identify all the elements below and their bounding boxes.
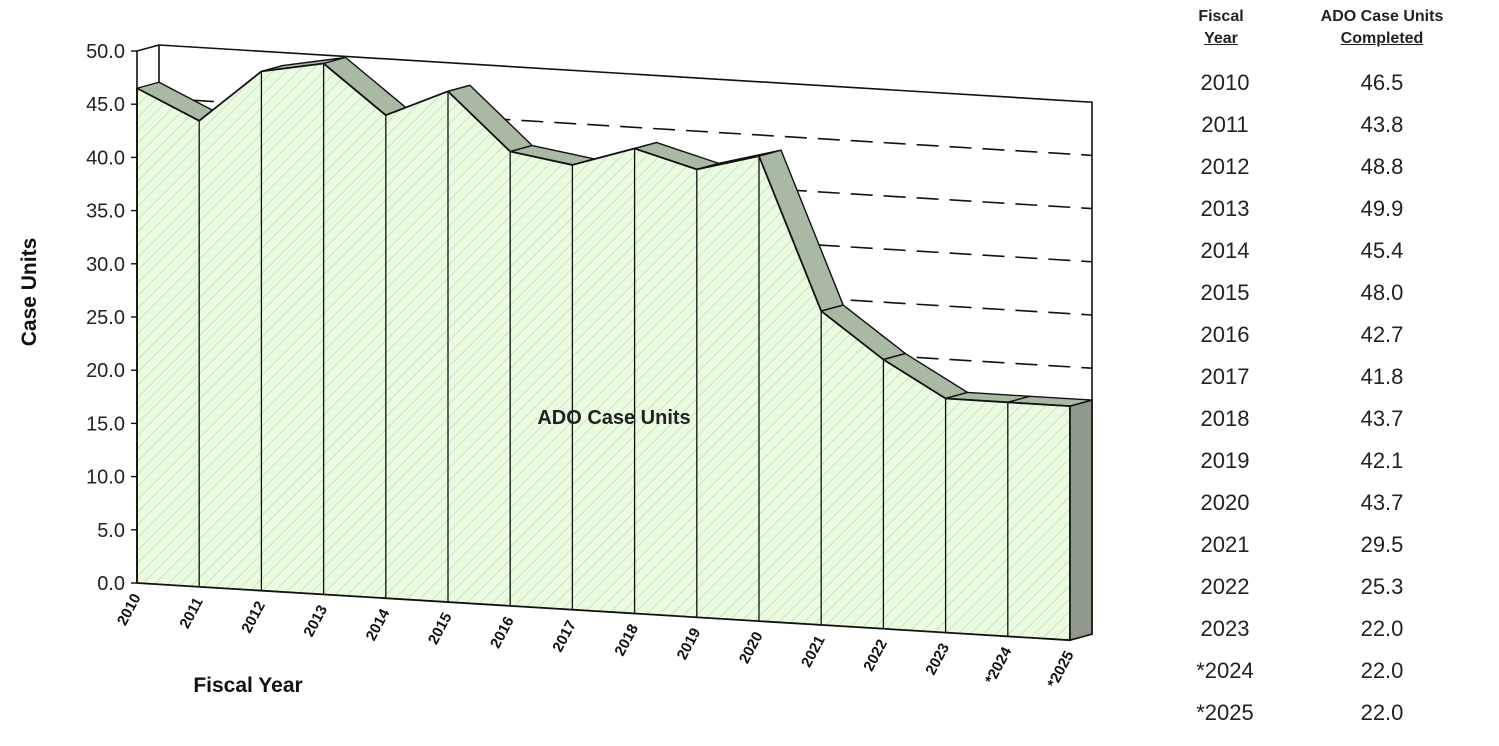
table-cell-value: 42.1 — [1360, 448, 1404, 473]
x-tick-label: 2015 — [425, 610, 456, 647]
series-area — [136, 56, 1093, 642]
y-tick-label: 15.0 — [86, 413, 125, 435]
y-tick-label: 30.0 — [86, 254, 125, 276]
x-axis-title: Fiscal Year — [193, 674, 302, 697]
x-tick-label: 2013 — [300, 602, 331, 639]
table-cell-year: 2011 — [1201, 112, 1249, 137]
table-row: *2025 22.0 — [1180, 692, 1490, 734]
x-tick-label: 2012 — [238, 599, 269, 636]
table-cell-value: 22.0 — [1360, 700, 1404, 725]
table-cell-value: 49.9 — [1360, 196, 1404, 221]
x-tick-label: 2021 — [798, 633, 829, 670]
table-row: 2021 29.5 — [1180, 524, 1490, 566]
table-cell-year: *2024 — [1196, 658, 1254, 683]
header-case-units: ADO Case Units Completed — [1320, 8, 1444, 47]
table-row: 2015 48.0 — [1180, 272, 1490, 314]
table-cell-value: 22.0 — [1360, 658, 1404, 683]
table-row: 2014 45.4 — [1180, 230, 1490, 272]
table-cell-value: 29.5 — [1360, 532, 1404, 557]
y-tick-label: 0.0 — [97, 573, 125, 595]
area-side-face — [1069, 399, 1093, 642]
y-tick-label: 10.0 — [86, 467, 125, 489]
table-cell-year: 2022 — [1200, 574, 1250, 599]
table-row: 2018 43.7 — [1180, 398, 1490, 440]
table-cell-value: 42.7 — [1360, 322, 1404, 347]
table-cell-year: 2013 — [1200, 196, 1250, 221]
data-table: Fiscal Year ADO Case Units Completed 201… — [1180, 6, 1490, 734]
table-cell-year: 2010 — [1200, 70, 1250, 95]
y-axis-ticks: 0.0 5.0 10.0 15.0 20.0 25.0 30.0 35.0 40.0 45.0 50… — [86, 41, 138, 595]
x-tick-label: 2020 — [736, 629, 767, 666]
table-row: 2016 42.7 — [1180, 314, 1490, 356]
x-tick-label: *2024 — [982, 644, 1016, 687]
table-cell-value: 41.8 — [1360, 364, 1404, 389]
table-row: 2011 43.8 — [1180, 104, 1490, 146]
table-cell-value: 43.7 — [1360, 406, 1404, 431]
table-cell-year: 2023 — [1200, 616, 1250, 641]
y-tick-label: 35.0 — [86, 201, 125, 223]
table-cell-value: 43.8 — [1360, 112, 1404, 137]
table-row: 2022 25.3 — [1180, 566, 1490, 608]
area-chart: 0.0 5.0 10.0 15.0 20.0 25.0 30.0 35.0 40.0 45.0 50… — [18, 41, 1093, 697]
y-tick-label: 25.0 — [86, 307, 125, 329]
x-tick-label: 2010 — [114, 591, 145, 628]
table-cell-value: 43.7 — [1360, 490, 1404, 515]
table-cell-value: 22.0 — [1360, 616, 1404, 641]
gridline — [158, 97, 1093, 157]
table-row: 2012 48.8 — [1180, 146, 1490, 188]
x-tick-label: *2025 — [1044, 648, 1077, 691]
table-row: 2023 22.0 — [1180, 608, 1490, 650]
y-tick-label: 20.0 — [86, 360, 125, 382]
table-cell-year: 2016 — [1200, 322, 1250, 347]
table-row: 2010 46.5 — [1180, 62, 1490, 104]
table-cell-value: 46.5 — [1360, 70, 1404, 95]
y-axis-title: Case Units — [18, 238, 41, 347]
table-row: 2017 41.8 — [1180, 356, 1490, 398]
table-cell-year: *2025 — [1196, 700, 1254, 725]
table-cell-year: 2021 — [1200, 532, 1250, 557]
x-tick-label: 2022 — [860, 637, 891, 674]
table-cell-value: 25.3 — [1360, 574, 1404, 599]
x-tick-label: 2018 — [611, 621, 642, 658]
table-cell-value: 48.8 — [1360, 154, 1404, 179]
table-cell-year: 2015 — [1200, 280, 1250, 305]
table-row: *2024 22.0 — [1180, 650, 1490, 692]
table-cell-year: 2014 — [1200, 238, 1250, 263]
table-cell-value: 45.4 — [1360, 238, 1404, 263]
table-cell-year: 2012 — [1200, 154, 1250, 179]
y-tick-label: 40.0 — [86, 147, 125, 169]
table-cell-year: 2018 — [1200, 406, 1250, 431]
x-tick-label: 2011 — [176, 595, 206, 632]
table-body: 2010 46.5 2011 43.8 2012 48.8 2013 49.9 2014 45.4… — [1180, 62, 1490, 734]
table-row: 2020 43.7 — [1180, 482, 1490, 524]
table-cell-value: 48.0 — [1360, 280, 1404, 305]
header-fiscal-year: Fiscal Year — [1198, 8, 1244, 47]
frame-edge — [136, 44, 160, 52]
x-tick-label: 2017 — [549, 618, 580, 655]
series-label: ADO Case Units — [537, 407, 690, 429]
table-row: 2019 42.1 — [1180, 440, 1490, 482]
table-cell-year: 2019 — [1200, 448, 1250, 473]
table-cell-year: 2020 — [1200, 490, 1250, 515]
y-tick-label: 5.0 — [97, 520, 125, 542]
x-tick-label: 2023 — [922, 640, 953, 677]
table-header: Fiscal Year ADO Case Units Completed — [1180, 6, 1490, 62]
x-tick-label: 2019 — [674, 625, 705, 662]
x-tick-label: 2016 — [487, 614, 518, 651]
table-row: 2013 49.9 — [1180, 188, 1490, 230]
x-tick-label: 2014 — [363, 606, 394, 644]
y-tick-label: 50.0 — [86, 41, 125, 63]
y-tick-label: 45.0 — [86, 94, 125, 116]
table-cell-year: 2017 — [1200, 364, 1250, 389]
